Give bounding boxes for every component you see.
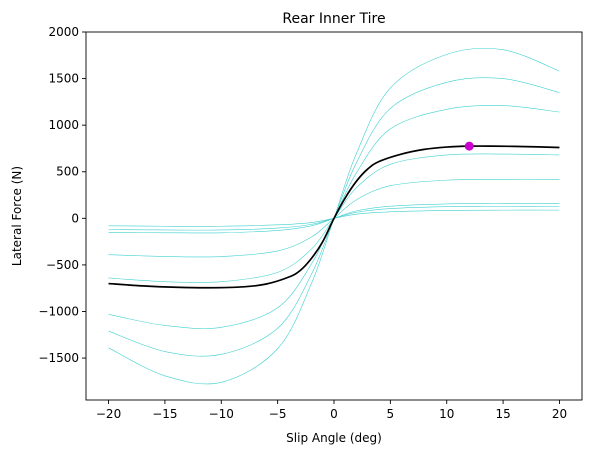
x-tick-label: −5: [269, 407, 287, 421]
y-tick-label: 1500: [48, 72, 79, 86]
y-tick-label: −1000: [38, 304, 79, 318]
x-tick-label: 15: [495, 407, 510, 421]
x-tick-label: 10: [439, 407, 454, 421]
background-series-line-1: [109, 48, 560, 384]
y-axis-label: Lateral Force (N): [10, 166, 24, 266]
series-layer: [109, 48, 560, 384]
y-tick-label: 0: [71, 211, 79, 225]
x-tick-label: 5: [387, 407, 395, 421]
chart-title: Rear Inner Tire: [282, 11, 385, 27]
y-tick-label: 500: [56, 165, 79, 179]
x-tick-label: −10: [209, 407, 234, 421]
y-tick-label: −1500: [38, 351, 79, 365]
y-tick-label: −500: [46, 258, 79, 272]
y-tick-label: 1000: [48, 118, 79, 132]
highlight-series-line: [109, 146, 560, 288]
y-tick-label: 2000: [48, 25, 79, 39]
x-tick-label: −15: [152, 407, 177, 421]
x-tick-label: −20: [96, 407, 121, 421]
x-tick-label: 0: [330, 407, 338, 421]
plot-frame: [86, 32, 582, 400]
x-tick-label: 20: [552, 407, 567, 421]
x-axis-label: Slip Angle (deg): [286, 431, 382, 445]
axes-layer: −20 −15 −10 −5 0 5 10 15 20 −1500 −1000 −500 0 500 100…: [38, 25, 582, 421]
peak-marker: [465, 142, 474, 151]
